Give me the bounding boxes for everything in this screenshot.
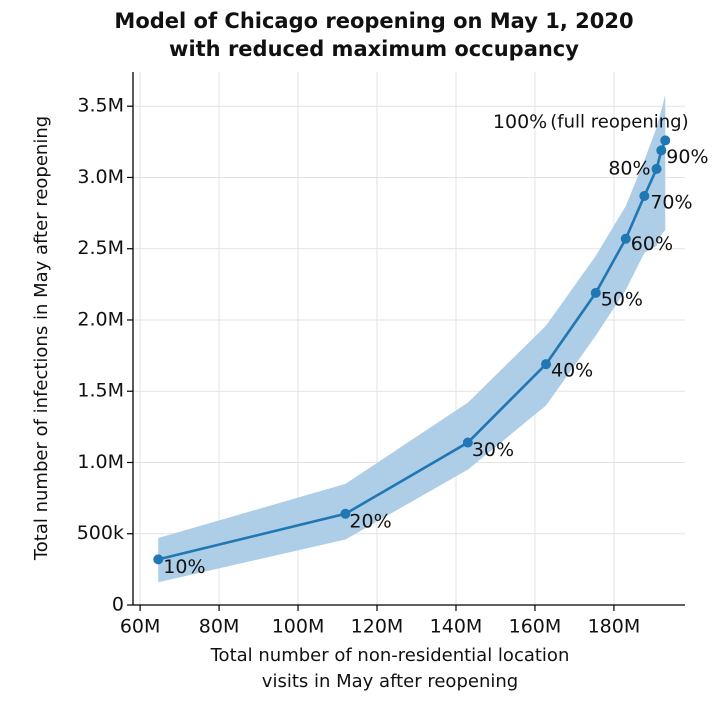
point-label: 100% xyxy=(493,111,547,133)
point-label: 50% xyxy=(601,288,643,310)
y-tick-label: 2.5M xyxy=(77,237,124,259)
annotation: (full reopening) xyxy=(550,111,688,132)
y-tick-label: 500k xyxy=(77,522,124,544)
y-tick-label: 3.5M xyxy=(77,95,124,117)
point xyxy=(462,437,473,448)
x-axis-label: Total number of non-residential location xyxy=(210,645,570,666)
x-tick-label: 120M xyxy=(351,616,404,638)
point-label: 80% xyxy=(608,157,650,179)
y-tick-label: 2.0M xyxy=(77,308,124,330)
x-tick-label: 180M xyxy=(588,616,641,638)
point-label: 60% xyxy=(631,233,673,255)
y-tick-label: 3.0M xyxy=(77,166,124,188)
y-tick-label: 1.5M xyxy=(77,380,124,402)
point xyxy=(660,135,671,146)
point xyxy=(153,554,164,565)
confidence-band xyxy=(158,94,666,583)
y-tick-label: 1.0M xyxy=(77,451,124,473)
x-tick-label: 100M xyxy=(272,616,325,638)
point xyxy=(639,190,650,201)
point-label: 30% xyxy=(472,439,514,461)
point xyxy=(620,233,631,244)
line xyxy=(157,139,667,561)
point-label: 90% xyxy=(666,146,708,168)
y-tick-label: 0 xyxy=(112,594,124,616)
x-tick-label: 140M xyxy=(430,616,483,638)
point-label: 40% xyxy=(551,360,593,382)
point xyxy=(340,508,351,519)
point-label: 10% xyxy=(163,556,205,578)
point xyxy=(656,145,667,156)
chart-title: Model of Chicago reopening on May 1, 202… xyxy=(114,9,633,33)
point-label: 20% xyxy=(349,510,391,532)
point xyxy=(590,287,601,298)
x-tick-label: 60M xyxy=(120,616,161,638)
x-tick-label: 80M xyxy=(199,616,240,638)
chart-title: with reduced maximum occupancy xyxy=(169,37,579,61)
x-axis-label: visits in May after reopening xyxy=(262,671,518,692)
point-label: 70% xyxy=(650,191,692,213)
y-axis-label: Total number of infections in May after … xyxy=(31,116,52,561)
point xyxy=(651,163,662,174)
point xyxy=(541,359,552,370)
x-tick-label: 160M xyxy=(509,616,562,638)
